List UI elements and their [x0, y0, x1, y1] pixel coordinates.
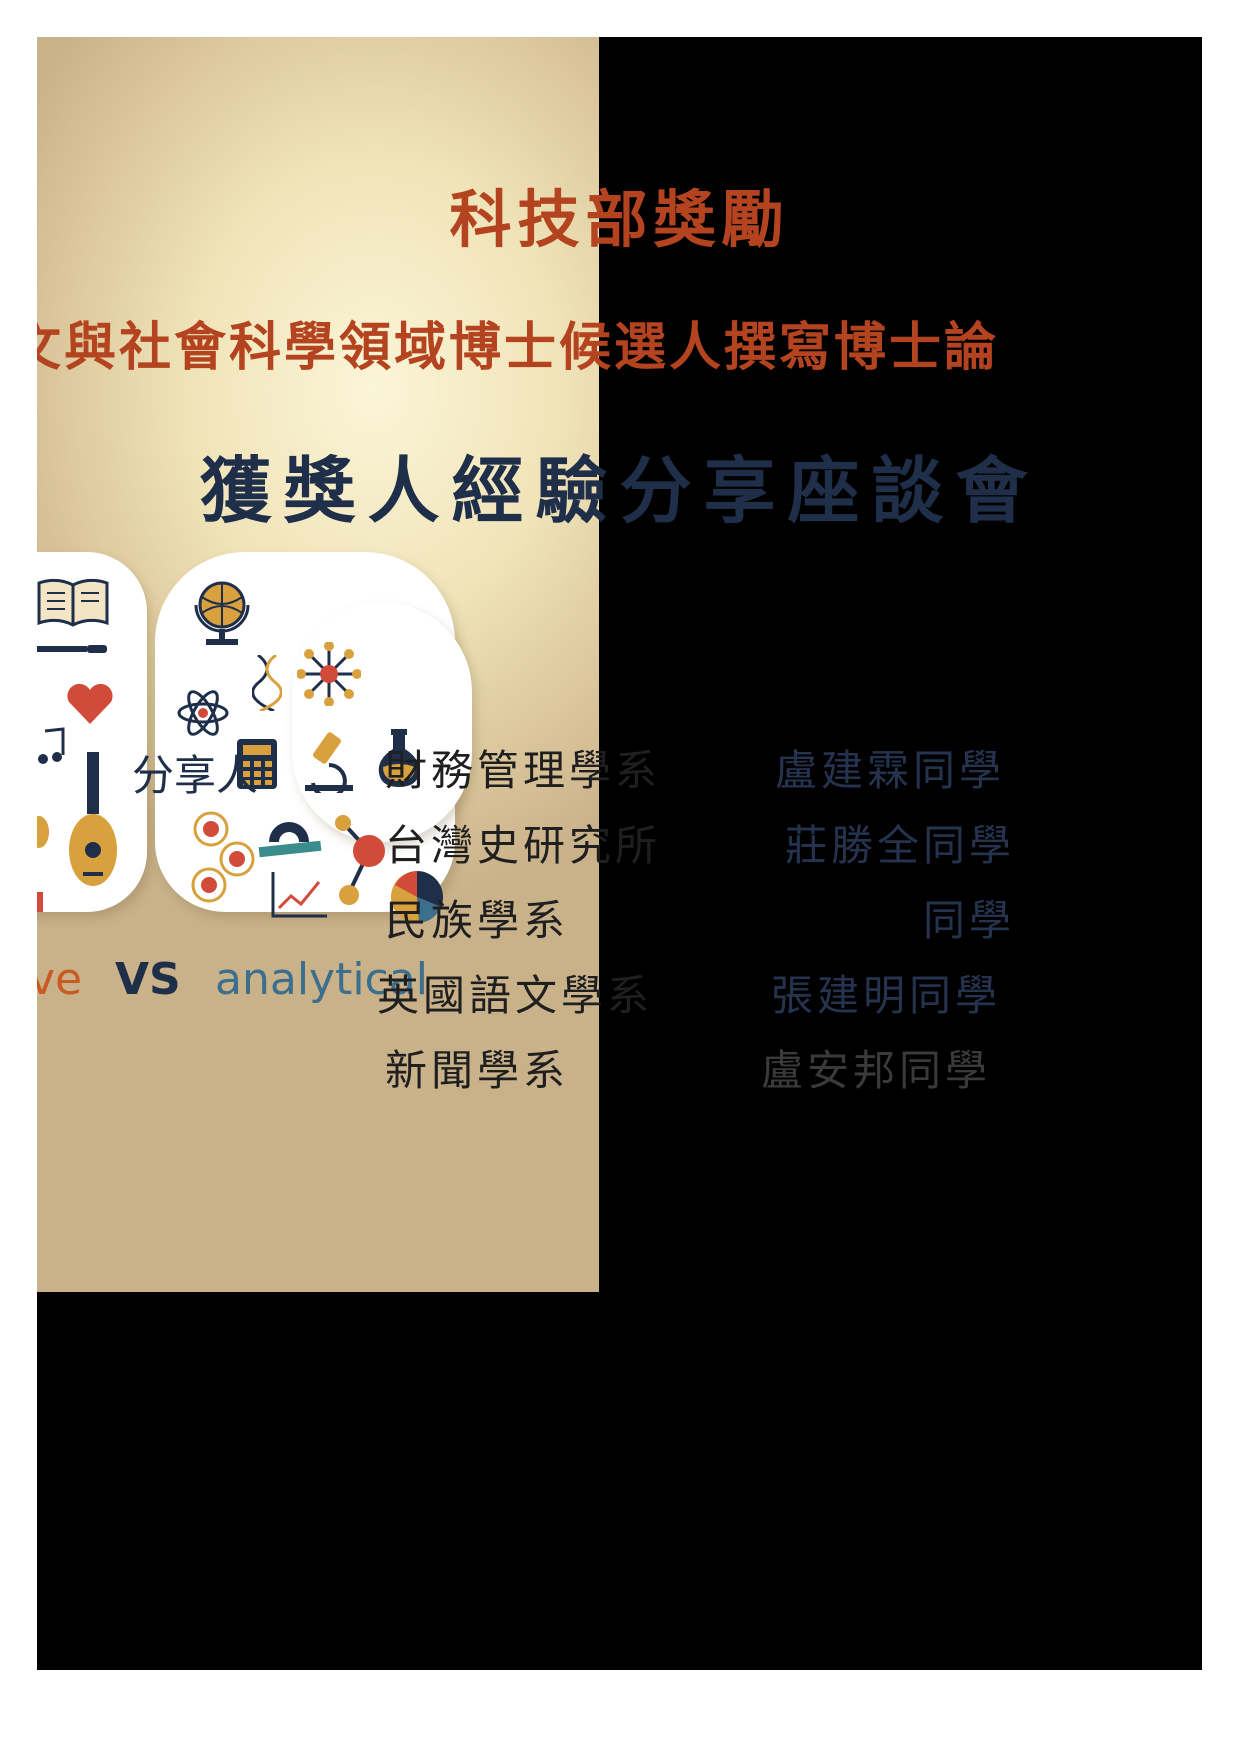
molecule-star-icon — [297, 642, 361, 706]
pie-chart-icon — [391, 871, 443, 923]
music-note-icon — [38, 727, 65, 764]
creative-word-fragment: ve — [37, 954, 83, 1005]
atom-icon — [177, 690, 229, 736]
guitar-icon — [69, 752, 117, 886]
title-line-3: 獲獎人經驗分享座談會 — [199, 448, 1040, 533]
speaker-dept: 財務管理學系 — [385, 746, 662, 795]
title-line-1: 科技部獎勵 — [449, 183, 790, 256]
network-icon — [335, 815, 385, 905]
calculator-icon — [237, 739, 277, 789]
analytical-card-bump — [292, 602, 472, 842]
fragment-icon — [37, 816, 49, 912]
open-book-icon — [37, 578, 109, 627]
share-label: 分享人 — [132, 751, 259, 800]
speaker-dept: 新聞學系 — [385, 1046, 570, 1095]
microscope-icon — [305, 732, 353, 793]
speaker-name: 盧安邦同學 — [760, 1046, 991, 1095]
molecule-cluster-icon — [191, 811, 255, 903]
title-line-2: 文與社會科學領域博士候選人撰寫博士論 — [37, 317, 1000, 378]
speaker-dept: 英國語文學系 — [377, 971, 654, 1020]
speaker-dept: 台灣史研究所 — [385, 821, 662, 870]
globe-icon — [194, 581, 250, 645]
line-graph-icon — [271, 872, 327, 918]
poster: ve VS analytical 科技部獎勵 文與社會科學領域博士候選人撰寫博士… — [37, 37, 1202, 1670]
speaker-name: 盧建霖同學 — [774, 746, 1005, 795]
heart-icon — [67, 683, 113, 724]
decorative-background-panel: ve VS analytical — [37, 37, 599, 1292]
vs-word: VS — [115, 954, 181, 1005]
dna-icon — [252, 655, 282, 711]
protractor-icon — [258, 822, 322, 858]
speaker-dept: 民族學系 — [385, 896, 570, 945]
speaker-name: 張建明同學 — [770, 971, 1001, 1020]
flask-icon — [378, 729, 420, 787]
speaker-name: 莊勝全同學 — [784, 821, 1015, 870]
speaker-name: 同學 — [922, 896, 1015, 945]
paintbrush-icon — [37, 645, 107, 653]
analytical-word: analytical — [215, 954, 428, 1005]
